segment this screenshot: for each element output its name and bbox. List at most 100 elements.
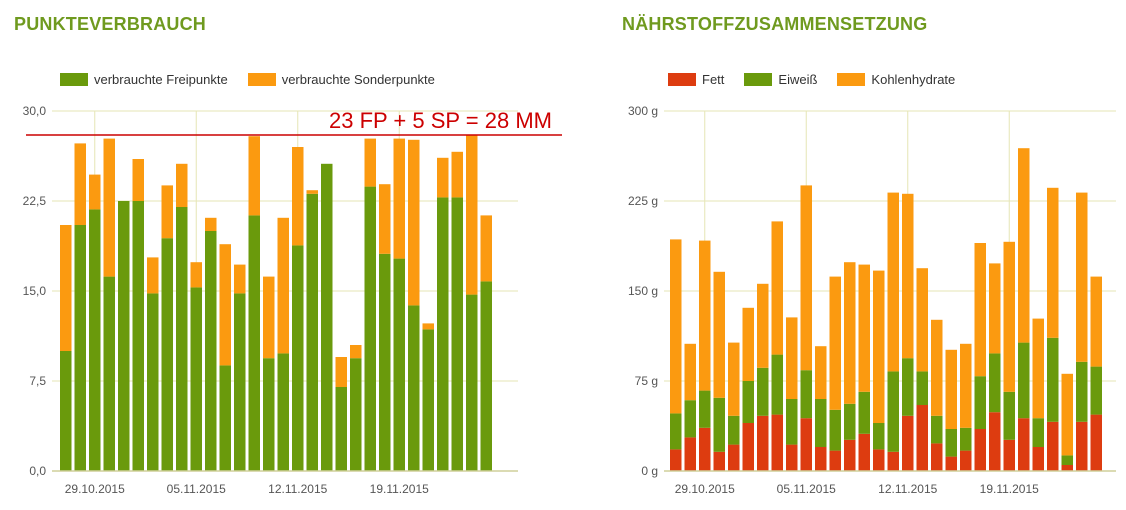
bar-segment-2[interactable] [466, 135, 478, 295]
bar-segment-3[interactable] [713, 271, 726, 398]
bar-segment-1[interactable] [60, 351, 72, 471]
bar-segment-1[interactable] [916, 405, 929, 471]
bar-segment-3[interactable] [815, 346, 827, 399]
bar-segment-1[interactable] [974, 429, 987, 471]
bar-segment-2[interactable] [1047, 337, 1059, 422]
bar-segment-2[interactable] [800, 370, 813, 419]
bar-segment-2[interactable] [350, 345, 362, 359]
legend-item-sonderpunkte[interactable]: verbrauchte Sonderpunkte [247, 72, 435, 87]
bar-segment-2[interactable] [408, 139, 420, 306]
bar-segment-2[interactable] [1018, 342, 1030, 419]
bar-segment-3[interactable] [1061, 373, 1074, 456]
bar-segment-2[interactable] [60, 225, 72, 351]
bar-segment-2[interactable] [916, 371, 929, 405]
bar-segment-2[interactable] [1076, 361, 1088, 422]
bar-segment-3[interactable] [1032, 318, 1045, 419]
bar-segment-3[interactable] [887, 192, 900, 372]
bar-segment-3[interactable] [829, 276, 842, 410]
bar-segment-2[interactable] [292, 147, 304, 246]
bar-segment-1[interactable] [306, 193, 319, 472]
bar-segment-1[interactable] [1061, 465, 1074, 471]
bar-segment-2[interactable] [974, 376, 987, 429]
bar-segment-1[interactable] [74, 225, 87, 471]
bar-segment-3[interactable] [902, 193, 914, 359]
bar-segment-1[interactable] [786, 444, 798, 471]
bar-segment-3[interactable] [771, 221, 784, 355]
bar-segment-2[interactable] [815, 399, 827, 447]
bar-segment-1[interactable] [335, 387, 348, 471]
bar-segment-1[interactable] [118, 201, 130, 471]
bar-segment-2[interactable] [699, 390, 711, 428]
bar-segment-2[interactable] [480, 215, 493, 282]
bar-segment-2[interactable] [205, 217, 217, 231]
bar-segment-1[interactable] [393, 258, 406, 471]
bar-segment-1[interactable] [161, 238, 174, 471]
bar-segment-2[interactable] [147, 257, 159, 294]
bar-segment-2[interactable] [728, 415, 740, 445]
bar-segment-3[interactable] [931, 319, 943, 416]
bar-segment-2[interactable] [234, 264, 246, 294]
bar-segment-3[interactable] [1076, 192, 1088, 362]
bar-segment-2[interactable] [263, 276, 275, 359]
bar-segment-2[interactable] [829, 409, 842, 451]
bar-segment-1[interactable] [466, 294, 478, 471]
bar-segment-3[interactable] [757, 283, 769, 368]
bar-segment-1[interactable] [364, 186, 377, 471]
bar-segment-2[interactable] [190, 262, 203, 288]
bar-segment-1[interactable] [931, 443, 943, 471]
bar-segment-2[interactable] [873, 423, 885, 450]
bar-segment-2[interactable] [437, 157, 449, 198]
legend-item-freipunkte[interactable]: verbrauchte Freipunkte [60, 72, 228, 87]
bar-segment-2[interactable] [277, 217, 290, 354]
bar-segment-1[interactable] [873, 449, 885, 471]
bar-segment-1[interactable] [480, 281, 493, 471]
bar-segment-1[interactable] [960, 450, 972, 471]
bar-segment-1[interactable] [205, 231, 217, 471]
bar-segment-1[interactable] [103, 276, 116, 471]
bar-segment-1[interactable] [379, 253, 391, 471]
bar-segment-1[interactable] [292, 245, 304, 471]
bar-segment-1[interactable] [176, 207, 188, 471]
bar-segment-2[interactable] [670, 413, 682, 450]
bar-segment-1[interactable] [800, 418, 813, 471]
bar-segment-1[interactable] [219, 365, 232, 471]
bar-segment-1[interactable] [1003, 439, 1016, 471]
bar-segment-2[interactable] [451, 151, 464, 198]
bar-segment-1[interactable] [263, 358, 275, 471]
bar-segment-2[interactable] [1090, 366, 1103, 415]
bar-segment-2[interactable] [945, 429, 958, 457]
bar-segment-1[interactable] [132, 201, 145, 471]
bar-segment-2[interactable] [364, 138, 377, 187]
legend-item-kohlenhydrate[interactable]: Kohlenhydrate [837, 72, 955, 87]
bar-segment-1[interactable] [844, 439, 856, 471]
bar-segment-2[interactable] [335, 357, 348, 387]
bar-segment-1[interactable] [728, 444, 740, 471]
bar-segment-2[interactable] [902, 358, 914, 416]
bar-segment-2[interactable] [1003, 391, 1016, 440]
bar-segment-2[interactable] [161, 185, 174, 239]
bar-segment-3[interactable] [1003, 241, 1016, 392]
bar-segment-1[interactable] [277, 353, 290, 471]
bar-segment-1[interactable] [684, 437, 697, 471]
bar-segment-2[interactable] [219, 244, 232, 366]
bar-segment-3[interactable] [916, 268, 929, 372]
bar-segment-1[interactable] [670, 449, 682, 471]
bar-segment-2[interactable] [989, 353, 1001, 413]
bar-segment-2[interactable] [89, 174, 101, 210]
bar-segment-2[interactable] [132, 159, 145, 201]
legend-item-eiweiss[interactable]: Eiweiß [744, 72, 817, 87]
legend-item-fett[interactable]: Fett [668, 72, 724, 87]
bar-segment-2[interactable] [306, 190, 319, 194]
bar-segment-2[interactable] [786, 399, 798, 445]
bar-segment-3[interactable] [858, 264, 871, 392]
bar-segment-1[interactable] [147, 293, 159, 471]
bar-segment-3[interactable] [1090, 276, 1103, 367]
bar-segment-1[interactable] [1090, 414, 1103, 471]
bar-segment-2[interactable] [103, 138, 116, 277]
bar-segment-2[interactable] [74, 143, 87, 225]
bar-segment-3[interactable] [989, 263, 1001, 354]
bar-segment-1[interactable] [422, 329, 435, 471]
bar-segment-3[interactable] [670, 239, 682, 414]
bar-segment-2[interactable] [1032, 418, 1045, 447]
bar-segment-3[interactable] [945, 349, 958, 429]
